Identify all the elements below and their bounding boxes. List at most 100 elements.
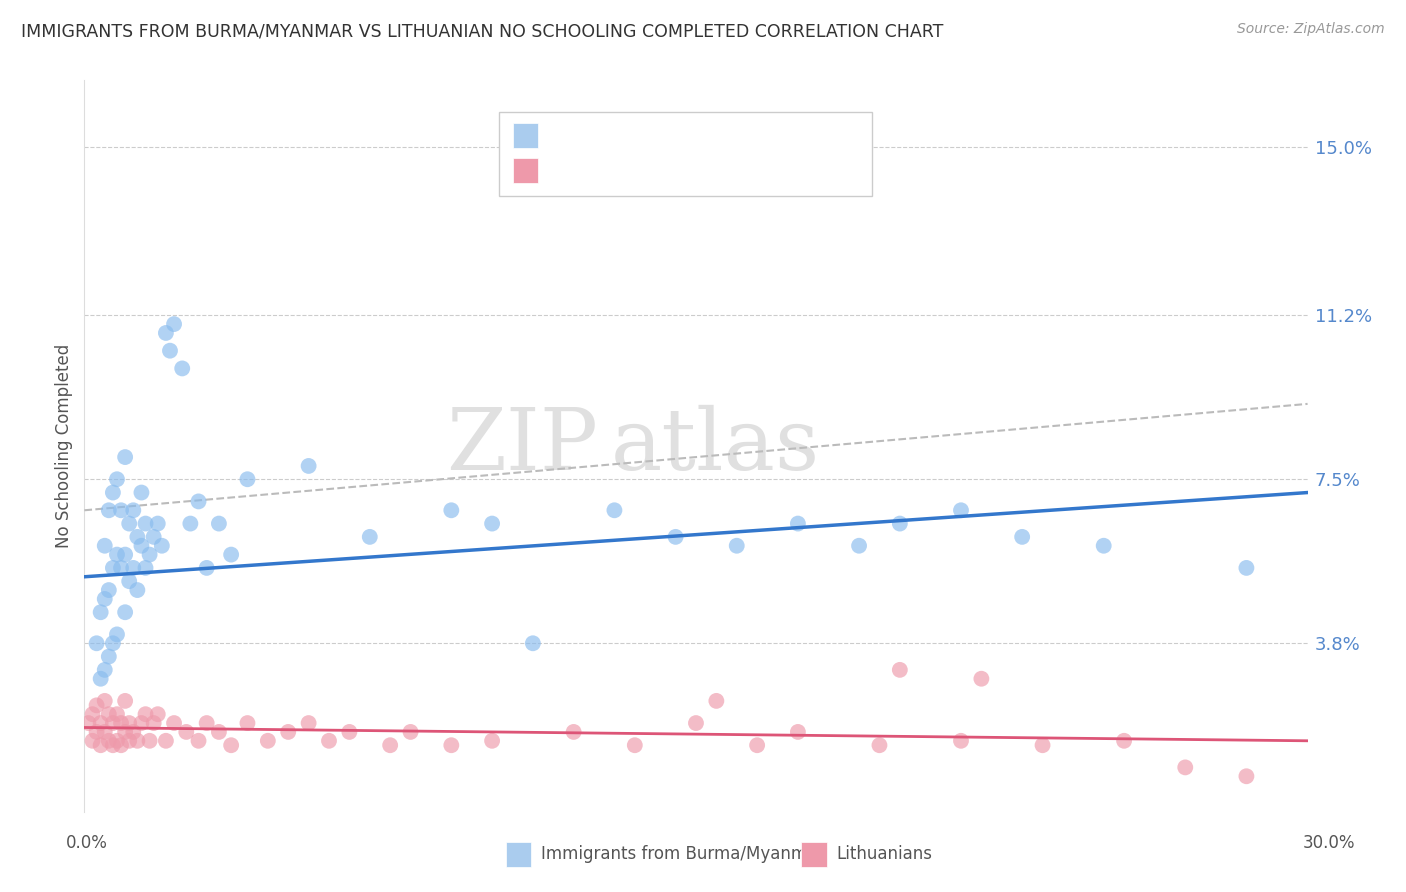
Point	[82, 707, 104, 722]
Point	[101, 485, 124, 500]
Point	[787, 516, 810, 531]
Point	[219, 738, 242, 752]
Point	[122, 503, 145, 517]
Point	[114, 694, 136, 708]
Point	[122, 725, 145, 739]
Point	[208, 516, 231, 531]
Point	[93, 694, 117, 708]
Point	[1032, 738, 1054, 752]
Point	[114, 725, 136, 739]
Point	[135, 516, 157, 531]
Point	[1092, 539, 1115, 553]
Point	[105, 707, 128, 722]
Point	[889, 516, 911, 531]
Point	[105, 548, 128, 562]
Point	[440, 738, 463, 752]
Point	[93, 663, 117, 677]
Text: N =: N =	[686, 163, 734, 181]
Point	[93, 725, 117, 739]
Point	[118, 716, 141, 731]
Point	[114, 548, 136, 562]
Point	[950, 503, 973, 517]
Point	[110, 503, 132, 517]
Text: R =: R =	[553, 163, 589, 181]
Point	[236, 472, 259, 486]
Point	[90, 716, 112, 731]
Point	[359, 530, 381, 544]
Point	[97, 733, 120, 747]
Point	[665, 530, 688, 544]
Point	[101, 636, 124, 650]
Point	[747, 738, 769, 752]
Point	[97, 583, 120, 598]
Point	[339, 725, 361, 739]
Point	[706, 694, 728, 708]
Point	[889, 663, 911, 677]
Point	[138, 733, 160, 747]
Point	[195, 561, 218, 575]
Text: 0.188: 0.188	[606, 128, 658, 146]
Point	[127, 530, 149, 544]
Point	[970, 672, 993, 686]
Point	[685, 716, 707, 731]
Point	[118, 733, 141, 747]
Point	[522, 636, 544, 650]
Point	[179, 516, 201, 531]
Point	[101, 716, 124, 731]
Point	[122, 561, 145, 575]
Text: 0.0%: 0.0%	[66, 834, 108, 852]
Point	[97, 649, 120, 664]
Point	[82, 733, 104, 747]
Point	[131, 716, 153, 731]
Point	[624, 738, 647, 752]
Text: IMMIGRANTS FROM BURMA/MYANMAR VS LITHUANIAN NO SCHOOLING COMPLETED CORRELATION C: IMMIGRANTS FROM BURMA/MYANMAR VS LITHUAN…	[21, 22, 943, 40]
Point	[1011, 530, 1033, 544]
Point	[1236, 769, 1258, 783]
Point	[163, 716, 186, 731]
Point	[131, 485, 153, 500]
Text: Source: ZipAtlas.com: Source: ZipAtlas.com	[1237, 22, 1385, 37]
Point	[118, 516, 141, 531]
Point	[298, 458, 321, 473]
Text: Immigrants from Burma/Myanmar: Immigrants from Burma/Myanmar	[541, 845, 824, 863]
Text: 30.0%: 30.0%	[1302, 834, 1355, 852]
Point	[950, 733, 973, 747]
Point	[131, 539, 153, 553]
Point	[159, 343, 181, 358]
Point	[163, 317, 186, 331]
Point	[848, 539, 870, 553]
Text: 59: 59	[747, 128, 769, 146]
Point	[440, 503, 463, 517]
Point	[93, 591, 117, 606]
Point	[187, 494, 209, 508]
Point	[155, 733, 177, 747]
Point	[90, 605, 112, 619]
Point	[399, 725, 422, 739]
Point	[110, 738, 132, 752]
Y-axis label: No Schooling Completed: No Schooling Completed	[55, 344, 73, 548]
Point	[135, 561, 157, 575]
Text: R =: R =	[553, 128, 589, 146]
Point	[146, 516, 169, 531]
Point	[90, 672, 112, 686]
Point	[118, 574, 141, 589]
Point	[481, 733, 503, 747]
Point	[562, 725, 585, 739]
Point	[257, 733, 280, 747]
Point	[114, 605, 136, 619]
Point	[298, 716, 321, 731]
Point	[481, 516, 503, 531]
Text: 59: 59	[747, 163, 769, 181]
Point	[105, 472, 128, 486]
Point	[1114, 733, 1136, 747]
Point	[101, 561, 124, 575]
Point	[277, 725, 299, 739]
Text: -0.211: -0.211	[606, 163, 665, 181]
Point	[869, 738, 891, 752]
Point	[77, 716, 100, 731]
Point	[90, 738, 112, 752]
Text: N =: N =	[686, 128, 734, 146]
Point	[97, 707, 120, 722]
Point	[142, 716, 165, 731]
Point	[603, 503, 626, 517]
